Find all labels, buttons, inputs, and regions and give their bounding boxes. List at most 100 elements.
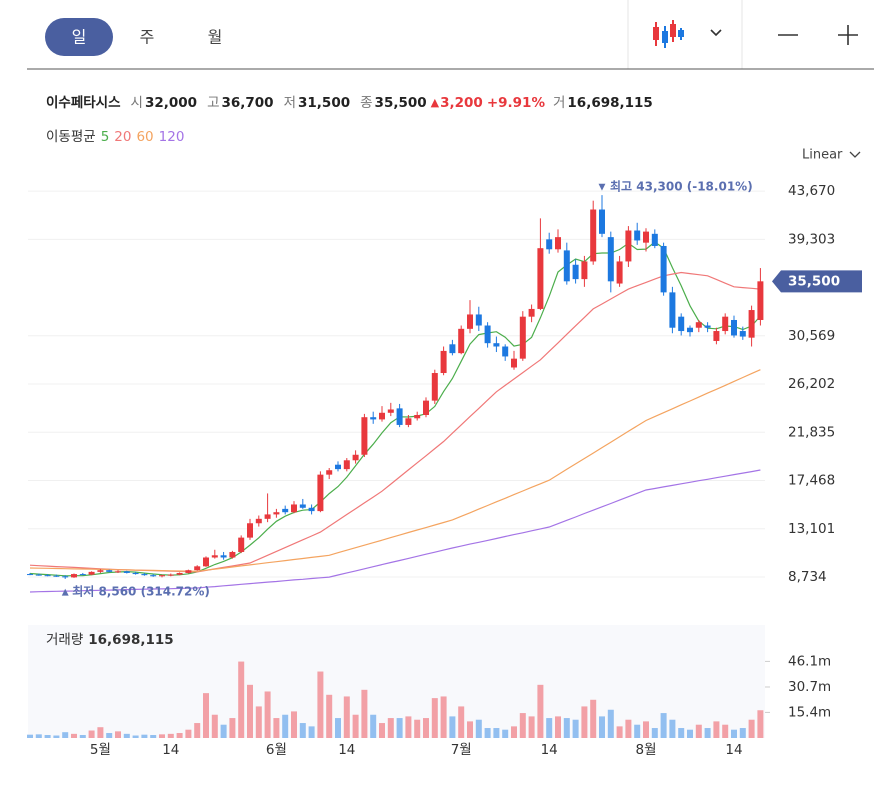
legend-entry: 20 [114,129,131,145]
candle-body [396,408,403,425]
candle-body [335,464,341,470]
candle-body [308,507,315,512]
volume-bar [739,728,746,738]
candle-body [458,328,465,354]
volume-bar [167,733,174,738]
tab[interactable]: 주 [140,28,155,47]
low-annotation: 최저 8,560 (314.72%) [72,583,210,598]
volume-bar [335,718,341,738]
volume-bar [511,726,517,738]
candle-body [44,575,51,577]
candle-body [722,316,729,332]
volume-bar [123,733,130,738]
volume-bar [678,728,685,738]
volume-bar [229,718,236,738]
volume-bar [695,724,702,738]
volume-bar [528,716,535,738]
volume-bar [194,723,201,738]
candle-body [678,316,685,332]
candle-body [660,245,667,293]
candle-body [475,314,482,326]
candle-body [150,575,157,577]
candle-body [502,346,509,357]
volume-bar [106,733,113,738]
volume-bar [238,661,245,738]
candle-icon[interactable] [653,20,684,48]
summary-value: 36,700 [221,95,273,111]
volume-bar [713,721,720,738]
dropdown-chevron[interactable] [710,29,722,37]
volume-bar [493,728,500,738]
volume-bar [115,731,121,738]
x-tick-label: 8월 [635,742,656,758]
y-tick-label: 8,734 [788,569,827,585]
x-tick-label: 5월 [90,742,111,758]
candle-body [343,460,350,470]
y-tick-label: 26,202 [788,376,835,392]
candle-body [581,261,588,280]
summary-value: 32,000 [145,95,197,111]
volume-bar [53,735,60,738]
candle-body [62,576,69,578]
candle-body [528,308,535,317]
candle-body [634,230,641,241]
volume-bar [660,713,667,738]
volume-bar [704,728,711,738]
x-tick-label: 14 [541,742,558,758]
scale-mode[interactable]: Linear [802,148,843,163]
volume-bar [88,730,95,738]
tab[interactable]: 월 [208,28,223,47]
volume-bar [159,734,165,738]
volume-bar [458,706,465,738]
x-tick-label: 14 [162,742,179,758]
tab[interactable]: 일 [72,28,87,47]
candle-body [449,344,456,354]
candle-body [255,518,262,524]
zoom-in[interactable] [838,25,858,45]
summary-label: 시 [131,95,143,111]
candle-body [484,325,491,344]
candle-body [687,327,693,333]
candle-body [493,343,500,347]
volume-bar [669,719,676,738]
volume-bar [731,729,737,738]
x-tick-label: 7월 [451,742,472,758]
volume-bar [555,716,561,738]
change: 3,200 [440,95,483,111]
x-tick-label: 14 [725,742,742,758]
scale-chevron[interactable] [849,151,861,158]
volume-bar [396,718,403,738]
volume-bar [264,691,271,738]
volume-bar [519,713,526,738]
low-marker: ▲ [62,587,69,597]
volume-bar [291,711,297,738]
volume-bar [440,696,447,738]
volume-bar [449,716,456,738]
candle-body [625,230,632,262]
legend-entry: 5 [101,129,110,145]
y-tick-label: 13,101 [788,521,835,537]
high-marker: ▼ [599,183,606,193]
candle-body [361,417,368,455]
volume-bar [273,718,280,738]
volume-bar [97,727,104,738]
candle-body [53,575,60,577]
ma-line [29,369,761,572]
candle-body [731,319,737,336]
volume-bar [581,706,588,738]
volume-bar [176,733,183,738]
tab-selected-bg[interactable] [45,18,113,56]
volume-bar [616,726,623,738]
candle-body [599,209,605,234]
candle-body [106,570,113,572]
candle-body [713,331,720,341]
candle-body [643,231,649,243]
legend-entry: 60 [136,129,153,145]
volume-bar [299,723,306,738]
candle-body [194,566,201,571]
volume-bar [475,719,482,738]
candle-body [97,570,104,572]
volume-bar [352,714,359,738]
candle-body [185,570,192,573]
